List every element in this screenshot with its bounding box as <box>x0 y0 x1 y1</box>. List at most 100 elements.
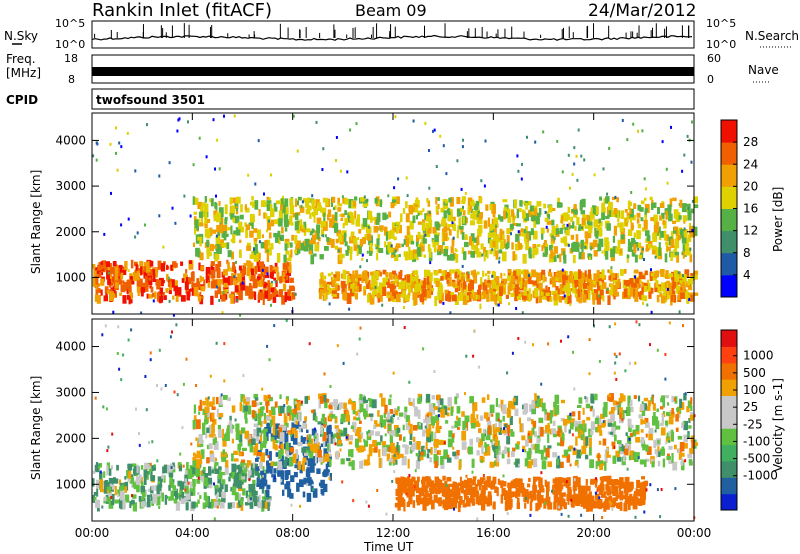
heatmap-cell <box>633 493 637 502</box>
heatmap-cell <box>574 480 580 487</box>
heatmap-cell <box>608 275 611 281</box>
heatmap-cell <box>213 501 219 508</box>
heatmap-cell <box>295 200 299 206</box>
heatmap-cell <box>195 384 198 387</box>
heatmap-cell <box>315 120 318 124</box>
heatmap-cell <box>528 491 533 496</box>
heatmap-cell <box>650 202 654 210</box>
heatmap-cell <box>668 416 674 425</box>
heatmap-cell <box>459 293 463 301</box>
heatmap-cell <box>682 274 687 283</box>
heatmap-cell <box>215 202 218 211</box>
heatmap-cell <box>645 433 648 438</box>
heatmap-cell <box>135 263 138 273</box>
heatmap-cell <box>366 277 369 282</box>
heatmap-cell <box>136 485 140 493</box>
heatmap-cell <box>693 292 699 296</box>
heatmap-cell <box>660 269 665 277</box>
heatmap-cell <box>644 214 647 221</box>
heatmap-cell <box>642 301 644 305</box>
heatmap-cell <box>234 492 239 501</box>
heatmap-cell <box>433 406 438 411</box>
heatmap-cell <box>493 218 499 227</box>
heatmap-cell <box>267 394 271 399</box>
heatmap-cell <box>478 482 482 491</box>
heatmap-cell <box>277 230 281 238</box>
heatmap-cell <box>687 279 690 286</box>
heatmap-cell <box>267 295 271 301</box>
heatmap-cell <box>348 293 352 298</box>
heatmap-cell <box>535 502 539 512</box>
heatmap-cell <box>199 296 204 300</box>
nave-tick-low: 0 <box>707 73 714 86</box>
heatmap-cell <box>445 172 448 176</box>
heatmap-cell <box>532 480 536 489</box>
heatmap-cell <box>613 225 617 236</box>
heatmap-cell <box>681 422 684 429</box>
heatmap-cell <box>253 238 258 246</box>
heatmap-cell <box>431 288 435 292</box>
heatmap-cell <box>520 244 524 249</box>
heatmap-cell <box>457 225 460 233</box>
heatmap-cell <box>437 290 441 294</box>
heatmap-cell <box>599 460 603 471</box>
heatmap-cell <box>519 280 522 289</box>
heatmap-cell <box>615 496 618 501</box>
heatmap-cell <box>393 447 399 455</box>
heatmap-cell <box>351 274 356 282</box>
heatmap-cell <box>259 402 263 406</box>
heatmap-cell <box>283 413 288 424</box>
heatmap-cell <box>506 458 511 465</box>
heatmap-cell <box>320 479 325 489</box>
heatmap-cell <box>573 271 578 280</box>
heatmap-cell <box>482 270 485 277</box>
heatmap-cell <box>417 476 420 482</box>
heatmap-cell <box>483 290 487 299</box>
heatmap-cell <box>281 226 284 234</box>
heatmap-cell <box>394 249 397 253</box>
heatmap-cell <box>192 196 195 205</box>
heatmap-cell <box>267 502 270 511</box>
heatmap-cell <box>640 429 644 433</box>
heatmap-cell <box>549 428 552 434</box>
heatmap-cell <box>471 241 475 250</box>
heatmap-cell <box>194 225 196 235</box>
heatmap-cell <box>545 424 550 433</box>
heatmap-cell <box>366 403 369 411</box>
heatmap-cell <box>240 502 244 511</box>
heatmap-cell <box>290 292 293 301</box>
heatmap-cell <box>242 447 247 451</box>
heatmap-cell <box>211 423 215 434</box>
heatmap-cell <box>679 398 683 409</box>
heatmap-cell <box>683 153 686 157</box>
heatmap-cell <box>544 210 547 214</box>
heatmap-cell <box>483 184 486 188</box>
heatmap-cell <box>201 202 206 207</box>
heatmap-cell <box>260 421 263 427</box>
heatmap-cell <box>265 416 271 421</box>
heatmap-cell <box>262 466 265 475</box>
heatmap-cell <box>571 411 576 417</box>
heatmap-cell <box>193 404 197 414</box>
heatmap-cell <box>353 423 357 433</box>
heatmap-cell <box>544 411 549 421</box>
heatmap-cell <box>574 225 577 231</box>
heatmap-cell <box>579 429 582 433</box>
heatmap-cell <box>92 478 95 487</box>
heatmap-cell <box>159 296 162 304</box>
heatmap-cell <box>510 491 514 498</box>
heatmap-cell <box>547 433 550 444</box>
heatmap-cell <box>679 229 684 239</box>
heatmap-cell <box>424 294 427 301</box>
heatmap-cell <box>560 270 566 275</box>
heatmap-cell <box>266 272 269 276</box>
heatmap-cell <box>524 238 528 244</box>
heatmap-cell <box>365 275 368 285</box>
heatmap-cell <box>337 197 340 205</box>
heatmap-cell <box>627 398 631 403</box>
heatmap-cell <box>414 480 419 486</box>
heatmap-cell <box>572 283 575 290</box>
heatmap-cell <box>388 424 392 434</box>
heatmap-cell <box>270 287 275 293</box>
heatmap-cell <box>171 206 174 210</box>
